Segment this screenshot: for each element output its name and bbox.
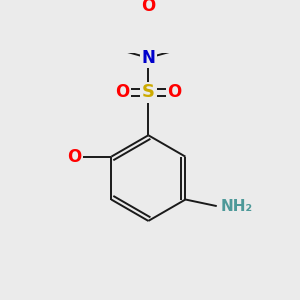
Text: NH₂: NH₂	[221, 199, 253, 214]
Text: O: O	[141, 0, 155, 15]
Text: N: N	[141, 49, 155, 67]
Text: O: O	[67, 148, 81, 166]
Text: O: O	[168, 83, 182, 101]
Text: S: S	[142, 83, 155, 101]
Text: O: O	[115, 83, 129, 101]
